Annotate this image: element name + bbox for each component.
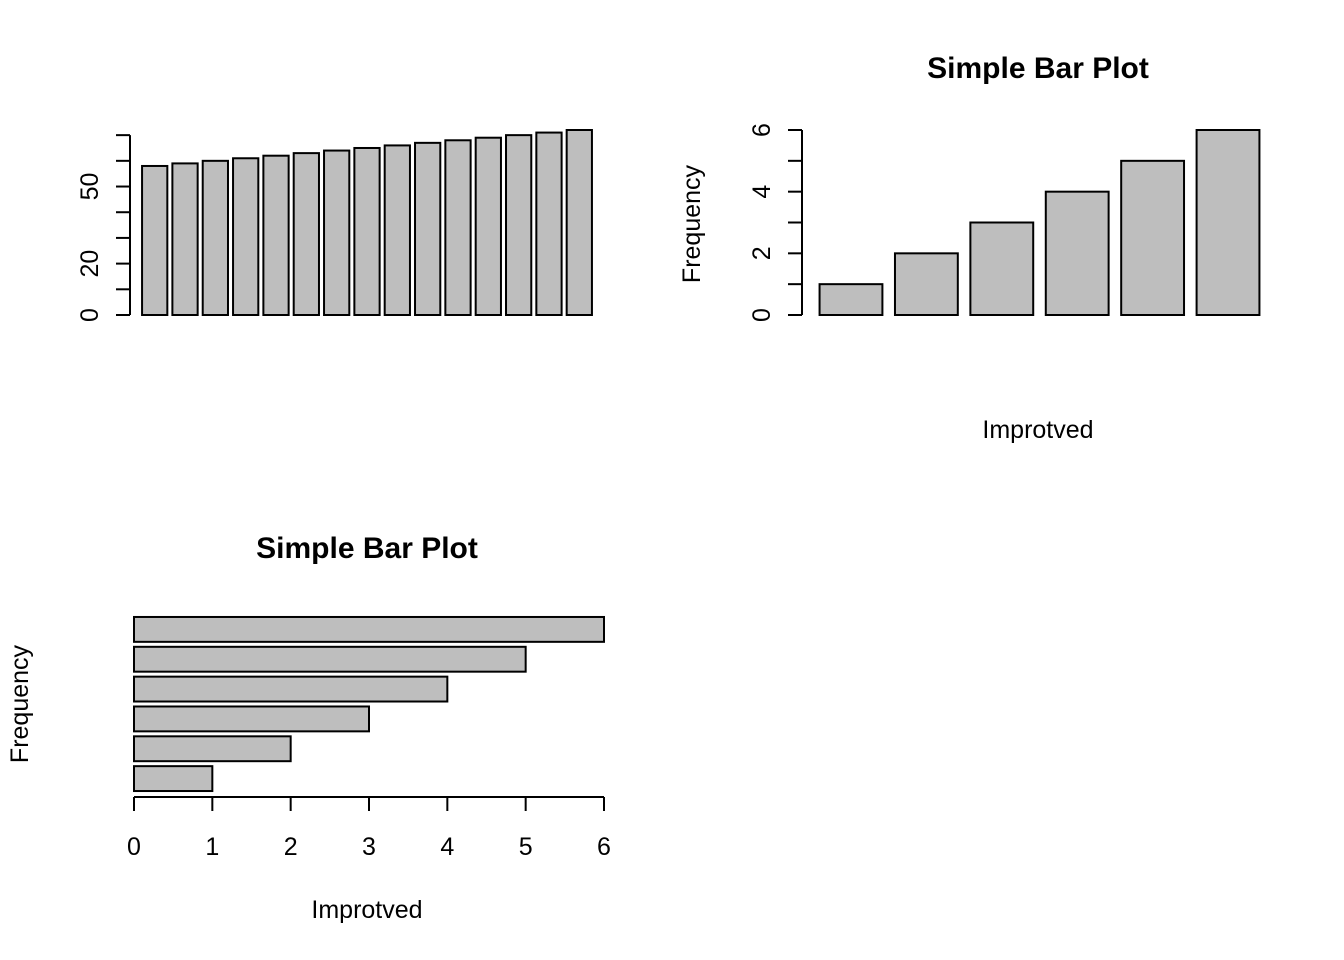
p1-y-axis: 0 20 50 (76, 134, 131, 322)
p3-x-tick-label-6: 6 (597, 833, 611, 861)
p1-bar-11 (444, 139, 472, 316)
p3-bar-5 (133, 645, 527, 673)
p2-bar-5 (1120, 159, 1186, 316)
p1-y-tick-label-0: 0 (76, 308, 104, 322)
p3-x-tick-label-3: 3 (362, 833, 376, 861)
chart-panel-bottom-left: Simple Bar Plot Improtved Frequency 0 1 2 3… (6, 532, 611, 924)
p1-bar-7 (323, 149, 351, 316)
p2-bar-4 (1044, 190, 1110, 317)
p3-x-axis: 0 1 2 3 4 5 6 (127, 796, 611, 861)
p1-bar-1 (141, 164, 169, 316)
p2-bar-6 (1195, 129, 1261, 316)
p3-bar-3 (133, 705, 370, 733)
p2-bar-3 (969, 221, 1035, 316)
p3-bar-6 (133, 615, 605, 643)
p2-y-tick-label-2: 2 (748, 246, 776, 260)
p1-bar-6 (292, 152, 320, 316)
p3-x-tick-label-2: 2 (284, 833, 298, 861)
p3-bar-4 (133, 675, 449, 703)
p1-bar-14 (535, 131, 563, 316)
p1-y-tick-label-50: 50 (76, 173, 104, 201)
p2-bars (818, 129, 1261, 317)
p1-bar-9 (383, 144, 411, 316)
chart-panel-top-left: 0 20 50 (76, 129, 593, 322)
p1-bar-10 (414, 141, 442, 316)
p2-bar-2 (893, 252, 959, 316)
p1-bars (141, 129, 593, 316)
p3-x-tick-label-5: 5 (519, 833, 533, 861)
p1-bar-15 (565, 129, 593, 316)
p1-bar-3 (201, 159, 229, 316)
p1-bar-12 (474, 136, 502, 316)
p2-bar-1 (818, 283, 884, 316)
p3-y-axis-label: Frequency (6, 644, 34, 763)
p3-bars (133, 615, 605, 793)
p2-y-axis-label: Frequency (678, 164, 706, 283)
p3-bar-2 (133, 735, 292, 763)
p3-x-tick-label-0: 0 (127, 833, 141, 861)
p1-bar-13 (505, 134, 533, 316)
p3-bar-1 (133, 765, 214, 793)
p3-x-tick-label-1: 1 (205, 833, 219, 861)
p2-chart-title: Simple Bar Plot (927, 52, 1149, 85)
p1-bar-5 (262, 154, 290, 316)
p2-y-axis: 0 2 4 6 (748, 123, 803, 322)
p1-bar-8 (353, 146, 381, 316)
p2-x-axis-label: Improtved (982, 416, 1093, 444)
p3-x-axis-label: Improtved (311, 896, 422, 924)
p2-y-tick-label-4: 4 (748, 185, 776, 199)
p1-y-tick-label-20: 20 (76, 250, 104, 278)
chart-panel-top-right: Simple Bar Plot Improtved Frequency 0 2 4 6 (678, 52, 1261, 444)
p1-bar-2 (171, 162, 199, 316)
p3-chart-title: Simple Bar Plot (256, 532, 478, 565)
p1-bar-4 (232, 157, 260, 316)
p2-y-tick-label-0: 0 (748, 308, 776, 322)
p2-y-tick-label-6: 6 (748, 123, 776, 137)
p3-x-tick-label-4: 4 (440, 833, 454, 861)
